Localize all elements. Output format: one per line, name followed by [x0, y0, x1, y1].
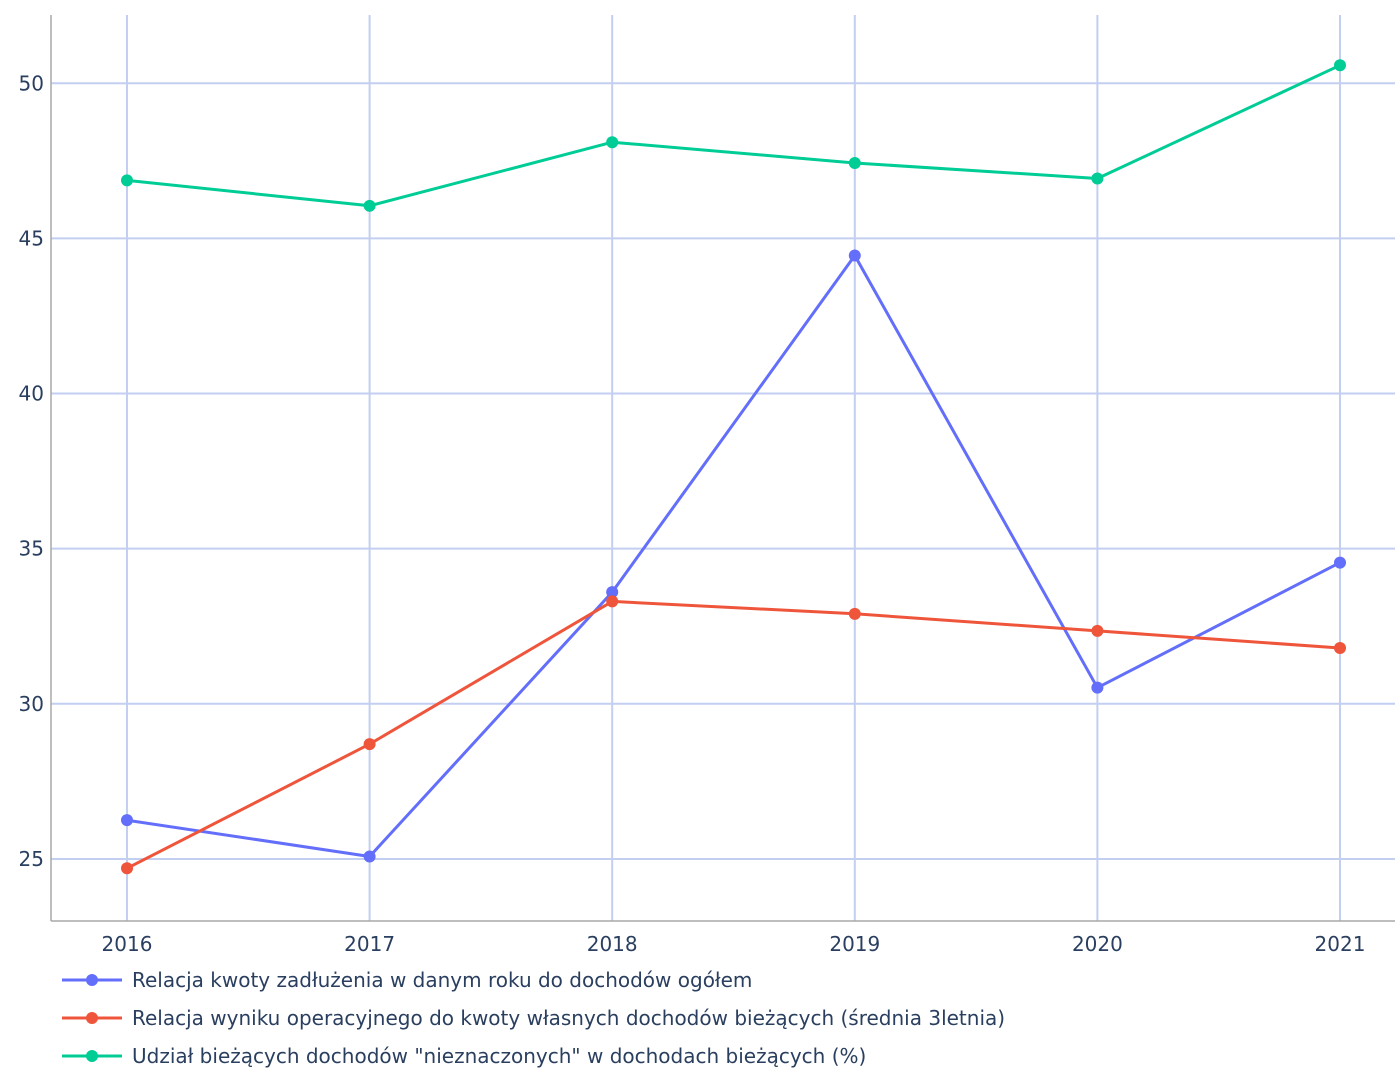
series-3-point-2020[interactable] [1091, 172, 1104, 185]
x-tick-labels: 2016 2017 2018 2019 2020 2021 [102, 932, 1366, 956]
y-tick-label-50: 50 [19, 71, 44, 95]
legend[interactable]: Relacja kwoty zadłużenia w danym roku do… [62, 968, 1005, 1068]
series-3-point-2018[interactable] [606, 136, 619, 149]
legend-item-1[interactable]: Relacja kwoty zadłużenia w danym roku do… [62, 968, 752, 992]
legend-swatch-marker-3 [86, 1050, 98, 1062]
x-tick-label-2021: 2021 [1315, 932, 1366, 956]
series-3 [121, 59, 1346, 212]
x-tick-label-2016: 2016 [102, 932, 153, 956]
series-3-line [126, 63, 1341, 208]
series-2-point-2016[interactable] [121, 862, 133, 875]
series-1-point-2020[interactable] [1091, 681, 1104, 694]
series-2-point-2017[interactable] [363, 738, 376, 751]
series-2-line [126, 599, 1341, 870]
y-tick-label-45: 45 [19, 226, 44, 250]
y-tick-label-30: 30 [19, 692, 44, 716]
series-3-point-2021[interactable] [1334, 59, 1346, 72]
legend-item-2[interactable]: Relacja wyniku operacyjnego do kwoty wła… [62, 1006, 1005, 1030]
series-1-point-2016[interactable] [121, 814, 133, 827]
series-2 [121, 595, 1346, 875]
axes [50, 15, 1395, 922]
series-1-point-2021[interactable] [1334, 556, 1346, 569]
x-tick-label-2020: 2020 [1072, 932, 1123, 956]
x-tick-label-2019: 2019 [829, 932, 880, 956]
series-3-point-2019[interactable] [848, 157, 861, 170]
grid-lines [51, 15, 1395, 921]
series-1-point-2017[interactable] [363, 850, 376, 863]
series-1-line [126, 254, 1341, 858]
series-3-point-2016[interactable] [121, 174, 133, 187]
series-3-point-2017[interactable] [363, 199, 376, 212]
legend-swatch-marker-1 [86, 974, 98, 986]
series-2-point-2020[interactable] [1091, 624, 1104, 637]
legend-label-3: Udział bieżących dochodów "nieznaczonych… [132, 1044, 866, 1068]
legend-label-1: Relacja kwoty zadłużenia w danym roku do… [132, 968, 752, 992]
series-2-point-2019[interactable] [848, 607, 861, 620]
y-tick-label-25: 25 [19, 847, 44, 871]
series-2-point-2021[interactable] [1334, 641, 1346, 654]
y-tick-labels: 25 30 35 40 45 50 [19, 71, 44, 871]
y-tick-label-40: 40 [19, 382, 44, 406]
series-2-point-2018[interactable] [606, 595, 619, 608]
series-1 [121, 249, 1346, 863]
series-1-point-2018[interactable] [606, 586, 619, 599]
legend-item-3[interactable]: Udział bieżących dochodów "nieznaczonych… [62, 1044, 866, 1068]
legend-swatch-marker-2 [86, 1012, 98, 1024]
y-tick-label-35: 35 [19, 537, 44, 561]
x-tick-label-2018: 2018 [587, 932, 638, 956]
x-tick-label-2017: 2017 [344, 932, 395, 956]
series-1-point-2019[interactable] [848, 249, 861, 262]
legend-label-2: Relacja wyniku operacyjnego do kwoty wła… [132, 1006, 1005, 1030]
series-layer [121, 59, 1346, 875]
